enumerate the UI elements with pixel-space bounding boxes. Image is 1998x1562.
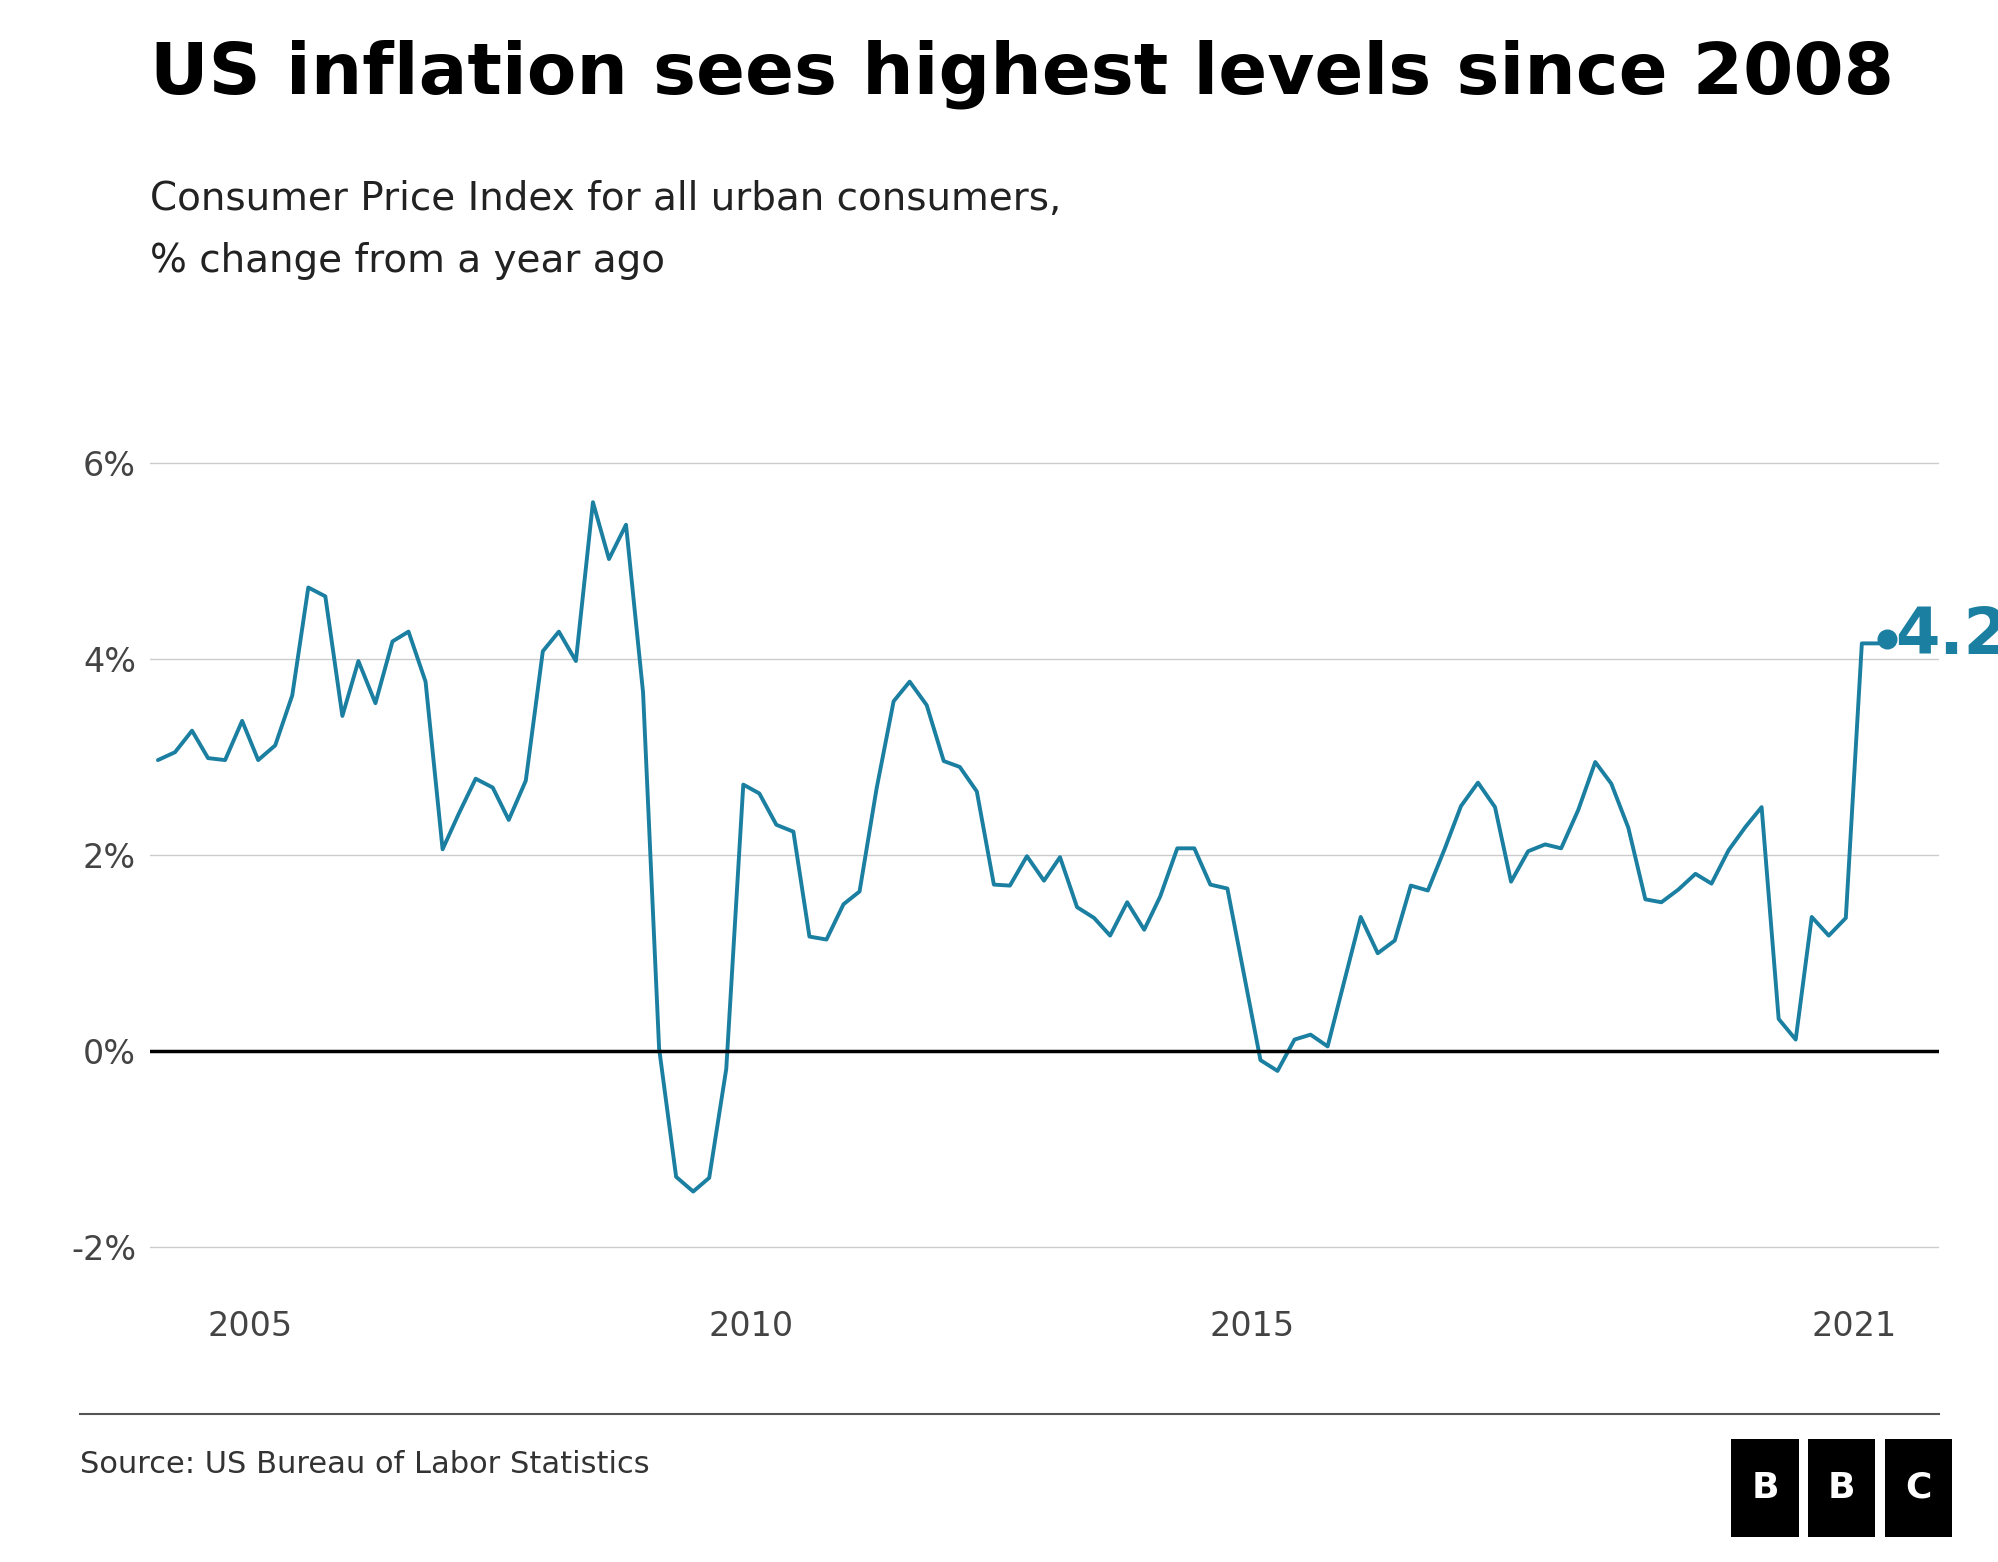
Bar	[1806, 1439, 1874, 1537]
Text: Source: US Bureau of Labor Statistics: Source: US Bureau of Labor Statistics	[80, 1450, 649, 1479]
Text: % change from a year ago: % change from a year ago	[150, 242, 665, 280]
Text: C: C	[1904, 1471, 1930, 1504]
Bar	[1884, 1439, 1952, 1537]
Text: B: B	[1826, 1471, 1854, 1504]
Text: 4.2%: 4.2%	[1894, 604, 1998, 667]
Text: B: B	[1750, 1471, 1778, 1504]
Text: US inflation sees highest levels since 2008: US inflation sees highest levels since 2…	[150, 39, 1892, 108]
Point	[1870, 626, 1902, 651]
Bar	[1730, 1439, 1798, 1537]
Text: Consumer Price Index for all urban consumers,: Consumer Price Index for all urban consu…	[150, 180, 1061, 217]
